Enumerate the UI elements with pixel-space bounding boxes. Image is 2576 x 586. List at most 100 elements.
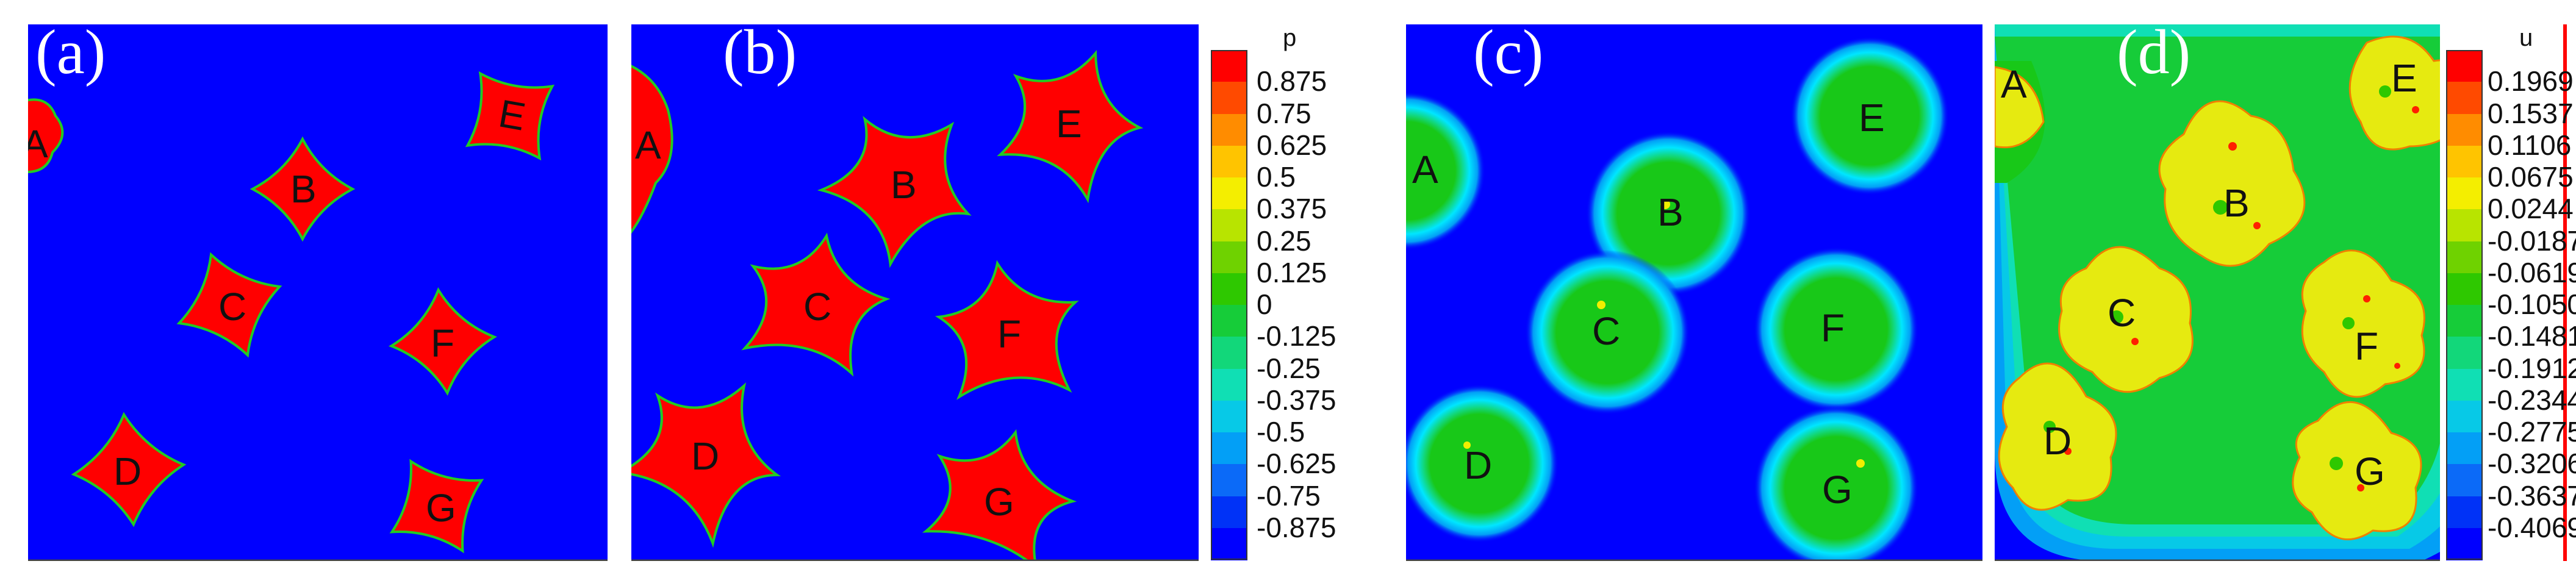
legend-u: u 0.1969 0.1537 0.1106 0.0675 0.0244 -0.0187 -0… bbox=[2446, 24, 2576, 561]
legend-tick-label: -0.3637 bbox=[2488, 479, 2576, 512]
crystal-a: A bbox=[28, 98, 64, 173]
svg-text:C: C bbox=[1592, 309, 1620, 353]
panel-label-b: (b) bbox=[723, 24, 797, 87]
legend-tick-label: 0.125 bbox=[1257, 256, 1327, 288]
legend-tick-label: 0.0244 bbox=[2488, 193, 2574, 225]
legend-tick-label: -0.1050 bbox=[2488, 288, 2576, 320]
svg-text:G: G bbox=[1822, 468, 1853, 512]
legend-bar-border bbox=[1211, 50, 1247, 560]
legend-tick-label: 0.1537 bbox=[2488, 97, 2574, 129]
crystal-g bbox=[922, 429, 1077, 561]
legend-swatch bbox=[1211, 432, 1247, 465]
crystal-e bbox=[2348, 35, 2440, 151]
svg-text:F: F bbox=[997, 312, 1021, 356]
crystal-f bbox=[2301, 249, 2425, 398]
legend-p: p 0.875 0.75 0.625 0.5 0.375 0.25 0.125 0 -0.125… bbox=[1211, 24, 1336, 561]
legend-tick-label: -0.0187 bbox=[2488, 224, 2576, 257]
crystal-b bbox=[817, 116, 972, 268]
crystal-d bbox=[631, 382, 781, 548]
legend-tick-label: -0.1481 bbox=[2488, 320, 2576, 352]
svg-text:G: G bbox=[2355, 449, 2385, 493]
crystal-e bbox=[1790, 37, 1949, 195]
legend-tick-label: 0.75 bbox=[1257, 97, 1311, 129]
legend-title: u bbox=[2519, 24, 2533, 51]
crystal-f bbox=[1754, 247, 1918, 412]
crystal-g bbox=[1754, 406, 1918, 561]
legend-tick-label: 0 bbox=[1257, 288, 1272, 320]
legend-swatch bbox=[1211, 82, 1247, 115]
panel-b: A E B C F D G (b) bbox=[631, 24, 1199, 561]
svg-text:F: F bbox=[1821, 306, 1845, 350]
legend-tick-label: -0.1912 bbox=[2488, 352, 2576, 384]
svg-text:D: D bbox=[1464, 443, 1492, 487]
legend-swatch bbox=[1211, 337, 1247, 370]
legend-swatch bbox=[1211, 527, 1247, 560]
legend-swatch bbox=[2446, 177, 2483, 210]
legend-tick-label: 0.625 bbox=[1257, 129, 1327, 161]
legend-tick-label: -0.2344 bbox=[2488, 384, 2576, 416]
crystal-c bbox=[2058, 246, 2194, 393]
legend-swatch bbox=[2446, 400, 2483, 433]
legend-tick-label: -0.875 bbox=[1257, 511, 1336, 543]
concentration-plot-c: A E B C F D G bbox=[1406, 24, 1982, 561]
legend-tick-label: -0.375 bbox=[1257, 384, 1336, 416]
svg-text:G: G bbox=[426, 486, 456, 530]
svg-text:F: F bbox=[431, 321, 454, 365]
legend-swatch bbox=[1211, 400, 1247, 433]
legend-swatch bbox=[2446, 368, 2483, 401]
panel-d: A E B C F D G (d) bbox=[1995, 24, 2440, 561]
legend-swatch bbox=[1211, 368, 1247, 401]
crystal-d bbox=[71, 412, 187, 527]
panel-label-c: (c) bbox=[1473, 24, 1544, 87]
svg-text:G: G bbox=[984, 480, 1014, 524]
svg-text:E: E bbox=[1056, 102, 1082, 146]
legend-tick-label: -0.0619 bbox=[2488, 256, 2576, 288]
svg-text:E: E bbox=[2391, 56, 2417, 100]
legend-swatch bbox=[2446, 527, 2483, 560]
legend-tick-label: -0.4069 bbox=[2488, 511, 2576, 543]
legend-swatch bbox=[1211, 50, 1247, 83]
svg-text:D: D bbox=[113, 449, 142, 493]
svg-text:F: F bbox=[2355, 324, 2378, 368]
legend-swatch bbox=[1211, 145, 1247, 178]
svg-text:B: B bbox=[2223, 181, 2250, 225]
legend-title: p bbox=[1283, 24, 1297, 51]
legend-swatch bbox=[2446, 273, 2483, 306]
legend-swatch bbox=[2446, 145, 2483, 178]
crystal-a bbox=[1406, 91, 1485, 250]
right-border-line bbox=[2563, 24, 2567, 561]
crystal-b bbox=[249, 136, 356, 242]
svg-text:A: A bbox=[1412, 148, 1438, 191]
legend-swatch bbox=[2446, 337, 2483, 370]
svg-text:C: C bbox=[2108, 291, 2136, 335]
legend-swatch bbox=[2446, 82, 2483, 115]
legend-swatch bbox=[1211, 241, 1247, 274]
svg-text:D: D bbox=[2043, 419, 2072, 463]
legend-swatch bbox=[2446, 464, 2483, 497]
legend-swatch bbox=[1211, 464, 1247, 497]
legend-bar-border bbox=[2446, 50, 2483, 560]
panel-a: A E B C F D G (a) bbox=[28, 24, 608, 561]
legend-swatch bbox=[1211, 273, 1247, 306]
legend-tick-label: 0.0675 bbox=[2488, 161, 2574, 193]
crystal-d bbox=[1406, 384, 1559, 543]
legend-swatch bbox=[2446, 305, 2483, 338]
crystal-c bbox=[741, 232, 891, 377]
crystal-e bbox=[997, 49, 1144, 204]
phase-field-plot-a: A E B C F D G bbox=[28, 24, 608, 561]
legend-tick-label: -0.3206 bbox=[2488, 448, 2576, 480]
svg-text:D: D bbox=[691, 434, 719, 478]
concentration-plot-d: A E B C F D G bbox=[1995, 24, 2440, 561]
crystal-a bbox=[631, 65, 673, 234]
svg-text:C: C bbox=[218, 285, 246, 329]
legend-swatch bbox=[2446, 50, 2483, 83]
legend-swatch bbox=[1211, 305, 1247, 338]
legend-tick-label: -0.2775 bbox=[2488, 416, 2576, 448]
svg-text:A: A bbox=[635, 123, 661, 167]
legend-swatch bbox=[2446, 432, 2483, 465]
crystal-a bbox=[1995, 66, 2045, 149]
legend-swatch bbox=[1211, 113, 1247, 146]
crystal-d bbox=[1998, 362, 2117, 511]
crystal-f bbox=[935, 260, 1079, 400]
legend-tick-label: 0.25 bbox=[1257, 224, 1311, 257]
